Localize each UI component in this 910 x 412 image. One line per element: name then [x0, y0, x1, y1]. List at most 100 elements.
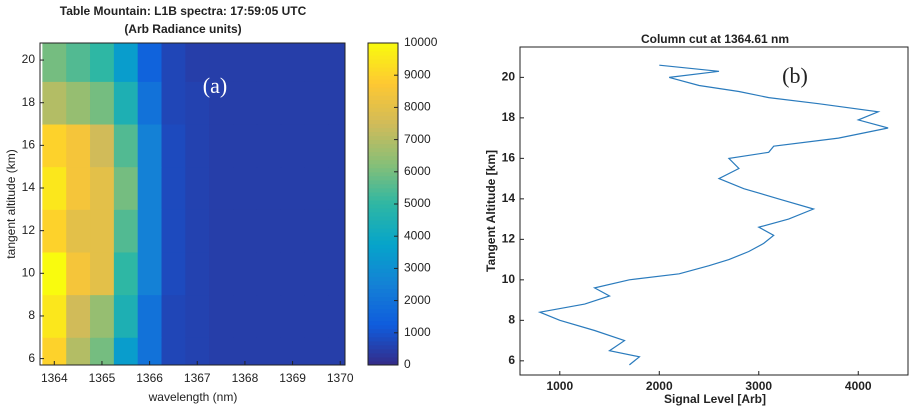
heat-cell [161, 81, 186, 125]
colorbar-swatch [368, 183, 398, 189]
y-tick-label: 18 [502, 110, 516, 124]
heat-cell [209, 166, 234, 210]
colorbar-swatch [368, 340, 398, 346]
heat-cell [256, 251, 282, 296]
heat-cell [66, 294, 91, 338]
y-tick-label: 8 [508, 313, 515, 327]
colorbar-swatch [368, 300, 398, 306]
colorbar-tick-label: 8000 [404, 100, 431, 114]
heat-cell [280, 337, 305, 365]
colorbar-tick-label: 3000 [404, 261, 431, 275]
colorbar-swatch [368, 240, 398, 245]
colorbar-swatch [368, 59, 398, 64]
heat-cell [161, 166, 186, 210]
chart-title: Table Mountain: L1B spectra: 17:59:05 UT… [60, 4, 307, 18]
heat-cell [185, 81, 210, 125]
heat-cell [90, 43, 115, 82]
heat-cell [42, 251, 67, 296]
heat-cell [233, 294, 258, 338]
y-tick-label: 10 [502, 272, 516, 286]
heat-cell [90, 337, 115, 365]
heat-cell [113, 81, 139, 125]
colorbar-swatch [368, 55, 398, 60]
colorbar-swatch [368, 252, 398, 257]
colorbar-swatch [368, 43, 398, 48]
heat-cell [304, 124, 329, 168]
colorbar-swatch [368, 336, 398, 342]
heat-cell [90, 124, 115, 168]
heat-cell [185, 337, 210, 365]
colorbar-swatch [368, 220, 398, 225]
heat-cell [209, 251, 234, 296]
heat-cell [185, 43, 210, 82]
colorbar-swatch [368, 171, 398, 177]
heat-cell [233, 166, 258, 210]
colorbar-swatch [368, 344, 398, 350]
colorbar-swatch [368, 228, 398, 233]
colorbar-swatch [368, 308, 398, 314]
heat-cell [280, 43, 305, 82]
heat-cell [137, 43, 163, 82]
colorbar-swatch [368, 119, 398, 124]
heat-cell [161, 251, 186, 296]
colorbar-swatch [368, 191, 398, 197]
heat-cell [66, 124, 91, 168]
heat-cell [256, 337, 282, 365]
x-tick-label: 1366 [136, 371, 163, 385]
heat-cell [328, 43, 345, 82]
heat-cell [233, 251, 258, 296]
y-tick-label: 18 [22, 95, 36, 109]
heat-cell [161, 337, 186, 365]
heat-cell [185, 166, 210, 210]
heat-cell [256, 166, 282, 210]
heat-cell [280, 166, 305, 210]
heat-cell [280, 124, 305, 168]
colorbar-swatch [368, 284, 398, 290]
heat-cell [113, 43, 139, 82]
colorbar-tick-label: 2000 [404, 293, 431, 307]
heat-cell [185, 124, 210, 168]
heat-cell [233, 81, 258, 125]
colorbar-swatch [368, 304, 398, 310]
annotation: (a) [203, 73, 227, 98]
heat-cell [185, 209, 210, 253]
chart-title: Column cut at 1364.61 nm [641, 32, 789, 46]
colorbar-swatch [368, 175, 398, 181]
heat-cell [42, 124, 67, 168]
heat-cell [209, 81, 234, 125]
heat-cell [161, 294, 186, 338]
y-tick-label: 6 [508, 353, 515, 367]
x-axis-label: Signal Level [Arb] [664, 392, 766, 406]
colorbar-swatch [368, 232, 398, 237]
colorbar-swatch [368, 332, 398, 338]
heat-cell [90, 294, 115, 338]
colorbar-swatch [368, 316, 398, 322]
colorbar-swatch [368, 159, 398, 165]
heat-cell [328, 209, 345, 253]
y-axis-label: tangent altitude (km) [4, 149, 18, 258]
y-tick-label: 12 [502, 232, 516, 246]
heat-cell [90, 81, 115, 125]
heat-cell [42, 209, 67, 253]
heat-cell [137, 337, 163, 365]
heat-cell [137, 294, 163, 338]
heat-cell [328, 81, 345, 125]
heat-cell [233, 43, 258, 82]
colorbar-swatch [368, 83, 398, 88]
x-axis-label: wavelength (nm) [148, 390, 238, 404]
colorbar-swatch [368, 91, 398, 96]
y-tick-label: 10 [22, 265, 36, 279]
heat-cell [161, 124, 186, 168]
heat-cell [233, 124, 258, 168]
heat-cell [161, 43, 186, 82]
heat-cell [209, 294, 234, 338]
heat-cell [161, 209, 186, 253]
colorbar-swatch [368, 127, 398, 133]
heat-cell [233, 209, 258, 253]
heat-cell [328, 251, 345, 296]
colorbar-swatch [368, 87, 398, 92]
heat-cell [42, 337, 67, 365]
colorbar-swatch [368, 187, 398, 193]
colorbar-swatch [368, 103, 398, 108]
heat-cell [304, 209, 329, 253]
